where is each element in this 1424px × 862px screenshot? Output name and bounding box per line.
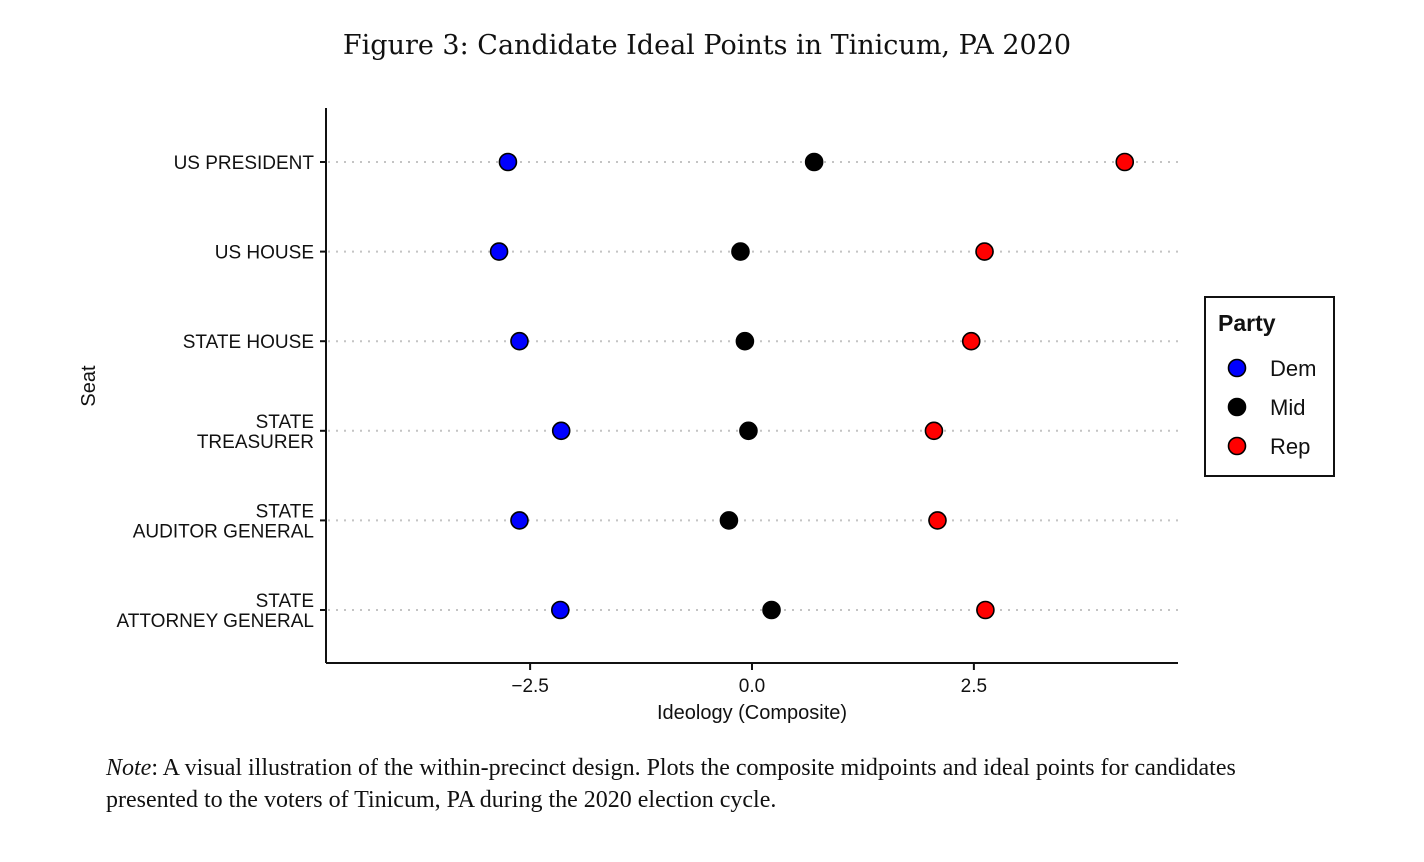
point-mid <box>739 421 758 441</box>
point-dem <box>551 421 571 441</box>
legend-label-dem: Dem <box>1270 356 1316 381</box>
axes <box>325 108 1178 664</box>
figure-title: Figure 3: Candidate Ideal Points in Tini… <box>342 30 1072 61</box>
seat-gridlines <box>328 161 1178 611</box>
y-tick-label: US HOUSE <box>215 243 314 264</box>
note-text: : A visual illustration of the within-pr… <box>106 755 1236 813</box>
data-points <box>489 152 1135 620</box>
point-dem <box>510 331 529 351</box>
x-tick-label: 0.0 <box>739 676 765 697</box>
point-rep <box>924 421 944 441</box>
legend-label-rep: Rep <box>1270 434 1310 459</box>
legend-key-mid <box>1227 397 1247 417</box>
point-dem <box>489 242 509 261</box>
y-axis-title: Seat <box>78 365 100 407</box>
figure-note: Note: A visual illustration of the withi… <box>106 752 1326 816</box>
legend-title: Party <box>1218 310 1276 336</box>
point-rep <box>961 331 981 351</box>
point-dem <box>498 152 518 172</box>
point-mid <box>731 242 750 261</box>
x-axis-ticks: −2.5 0.0 2.5 <box>511 663 987 697</box>
point-rep <box>976 600 995 620</box>
x-tick-label: −2.5 <box>511 676 549 697</box>
point-mid <box>804 152 824 172</box>
y-tick-label: STATE <box>256 412 314 433</box>
point-rep <box>975 242 994 261</box>
y-tick-label: AUDITOR GENERAL <box>133 521 314 542</box>
point-dem <box>550 600 570 620</box>
y-tick-label: ATTORNEY GENERAL <box>117 611 314 632</box>
point-mid <box>719 511 739 530</box>
point-mid <box>762 600 781 620</box>
x-axis-title: Ideology (Composite) <box>657 702 847 724</box>
point-rep <box>928 511 947 530</box>
legend-label-mid: Mid <box>1270 395 1305 420</box>
y-tick-label: STATE <box>256 501 314 522</box>
legend-key-rep <box>1227 436 1247 456</box>
y-tick-label: TREASURER <box>197 432 314 453</box>
legend: Party Dem Mid Rep <box>1204 296 1335 477</box>
point-dem <box>510 511 529 530</box>
note-label: Note <box>106 755 152 781</box>
y-tick-label: STATE <box>256 591 314 612</box>
point-rep <box>1115 152 1135 172</box>
x-tick-label: 2.5 <box>961 676 987 697</box>
legend-key-dem <box>1227 358 1247 378</box>
point-mid <box>735 331 755 351</box>
y-tick-label: US PRESIDENT <box>174 153 315 174</box>
legend-box <box>1204 296 1335 477</box>
y-tick-label: STATE HOUSE <box>183 332 314 353</box>
